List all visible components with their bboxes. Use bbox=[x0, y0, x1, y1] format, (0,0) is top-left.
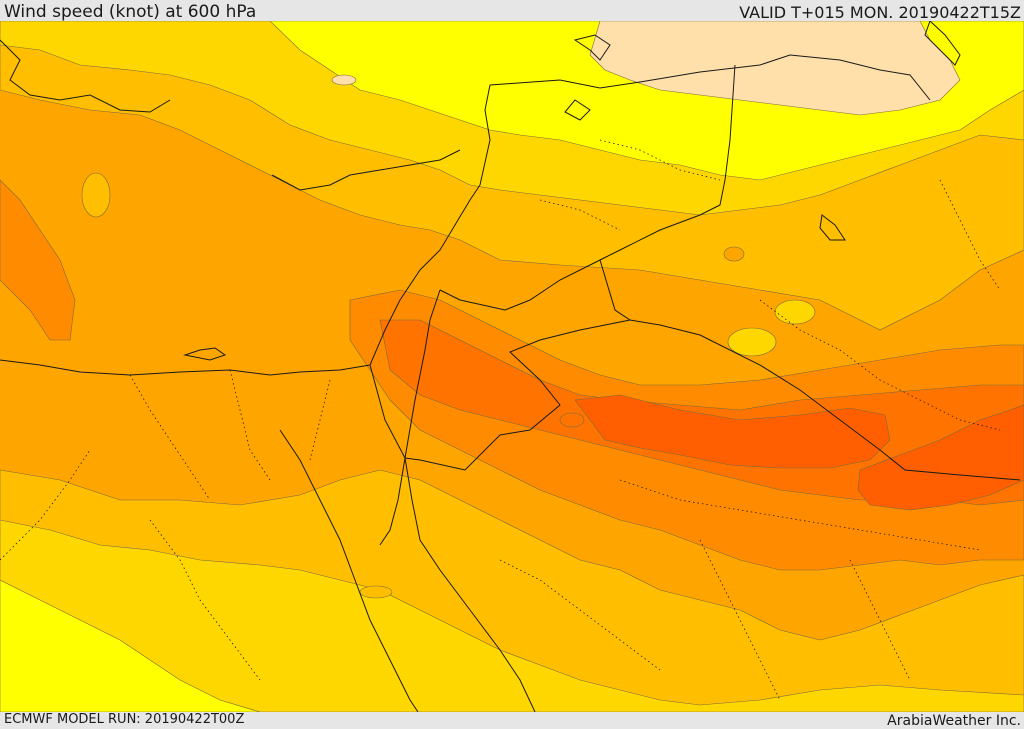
footer-bar: ECMWF MODEL RUN: 20190422T00Z ArabiaWeat… bbox=[0, 712, 1024, 729]
contour-blob-5 bbox=[559, 412, 585, 428]
map-title: Wind speed (knot) at 600 hPa bbox=[4, 2, 257, 22]
valid-time-label: VALID T+015 MON. 20190422T15Z bbox=[739, 3, 1021, 22]
header-bar: Wind speed (knot) at 600 hPa VALID T+015… bbox=[0, 0, 1024, 22]
coastlines bbox=[0, 21, 961, 712]
contour-blob-4 bbox=[723, 246, 745, 262]
contour-blob-1 bbox=[81, 172, 111, 218]
band-strongest-core-east bbox=[857, 404, 1024, 511]
band-strongest-core-central bbox=[574, 394, 891, 469]
band-darkorange-west bbox=[0, 179, 76, 341]
credit-label: ArabiaWeather Inc. bbox=[887, 713, 1021, 729]
country-borders bbox=[369, 54, 1021, 481]
contour-blob-6 bbox=[359, 585, 393, 599]
contour-blob-3 bbox=[727, 327, 777, 357]
band-gold-south bbox=[0, 519, 1024, 712]
model-run-label: ECMWF MODEL RUN: 20190422T00Z bbox=[4, 712, 245, 727]
wind-speed-map[interactable] bbox=[0, 21, 1024, 712]
contour-blob-7 bbox=[331, 74, 357, 86]
map-canvas bbox=[0, 21, 1024, 712]
band-yellow-south bbox=[0, 579, 261, 712]
province-borders bbox=[0, 139, 1001, 701]
contour-blob-2 bbox=[774, 299, 816, 325]
